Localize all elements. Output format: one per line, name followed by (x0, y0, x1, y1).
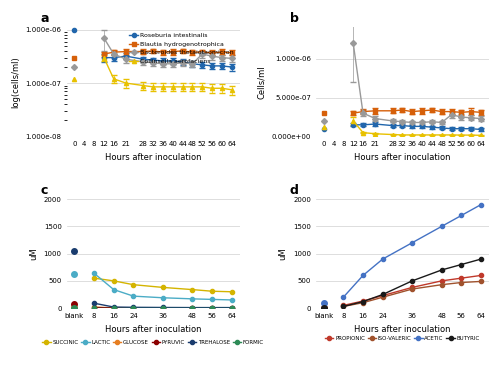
X-axis label: Hours after inoculation: Hours after inoculation (354, 324, 450, 334)
GLUCOSE (91, 305, 97, 309)
LACTIC (91, 271, 97, 276)
PYRUVIC (160, 306, 166, 310)
FORMIC (228, 306, 234, 310)
PYRUVIC (130, 306, 136, 310)
Line: ACETIC: ACETIC (342, 203, 483, 299)
ACETIC (380, 257, 386, 261)
TREHALOSE (228, 306, 234, 310)
Line: FORMIC: FORMIC (92, 306, 234, 310)
Y-axis label: uM: uM (278, 247, 287, 260)
PYRUVIC (228, 306, 234, 310)
ISO-VALERIC (409, 287, 415, 291)
Y-axis label: log(cells/ml): log(cells/ml) (11, 56, 20, 108)
GLUCOSE (209, 306, 215, 310)
ACETIC (478, 202, 484, 207)
X-axis label: Hours after inoculation: Hours after inoculation (105, 324, 202, 334)
ISO-VALERIC (478, 279, 484, 284)
ISO-VALERIC (360, 300, 366, 305)
GLUCOSE (228, 306, 234, 310)
PROPIONIC (360, 299, 366, 303)
Line: PYRUVIC: PYRUVIC (92, 306, 234, 310)
TREHALOSE (130, 305, 136, 310)
SUCCINIC (130, 283, 136, 287)
PYRUVIC (91, 306, 97, 310)
Text: a: a (40, 12, 49, 25)
GLUCOSE (160, 306, 166, 310)
TREHALOSE (110, 305, 116, 309)
FORMIC (130, 306, 136, 310)
GLUCOSE (110, 306, 116, 310)
FORMIC (110, 306, 116, 310)
Y-axis label: uM: uM (29, 247, 38, 260)
SUCCINIC (190, 287, 196, 292)
SUCCINIC (228, 289, 234, 294)
BUTYRIC (409, 279, 415, 283)
PYRUVIC (110, 306, 116, 310)
Text: b: b (290, 12, 298, 25)
ISO-VALERIC (380, 295, 386, 299)
SUCCINIC (110, 279, 116, 283)
BUTYRIC (438, 268, 444, 272)
Line: LACTIC: LACTIC (92, 271, 234, 302)
PROPIONIC (458, 276, 464, 280)
ISO-VALERIC (458, 280, 464, 285)
TREHALOSE (190, 306, 196, 310)
TREHALOSE (91, 301, 97, 306)
PROPIONIC (478, 273, 484, 278)
ACETIC (360, 273, 366, 278)
FORMIC (209, 306, 215, 310)
Line: SUCCINIC: SUCCINIC (92, 276, 234, 294)
LACTIC (190, 297, 196, 301)
ACETIC (340, 295, 346, 299)
Line: PROPIONIC: PROPIONIC (342, 273, 483, 307)
ACETIC (438, 224, 444, 228)
BUTYRIC (380, 292, 386, 297)
SUCCINIC (160, 285, 166, 289)
BUTYRIC (458, 262, 464, 267)
LACTIC (209, 297, 215, 301)
Legend: PROPIONIC, ISO-VALERIC, ACETIC, BUTYRIC: PROPIONIC, ISO-VALERIC, ACETIC, BUTYRIC (323, 334, 482, 343)
PROPIONIC (380, 293, 386, 298)
FORMIC (160, 306, 166, 310)
Text: d: d (290, 184, 298, 197)
PYRUVIC (209, 306, 215, 310)
TREHALOSE (160, 305, 166, 310)
Legend: SUCCINIC, LACTIC, GLUCOSE, PYRUVIC, TREHALOSE, FORMIC: SUCCINIC, LACTIC, GLUCOSE, PYRUVIC, TREH… (40, 337, 266, 347)
Line: TREHALOSE: TREHALOSE (92, 301, 234, 310)
FORMIC (190, 306, 196, 310)
X-axis label: Hours after inoculation: Hours after inoculation (105, 153, 202, 162)
PYRUVIC (190, 306, 196, 310)
GLUCOSE (130, 306, 136, 310)
Y-axis label: Cells/ml: Cells/ml (257, 65, 266, 99)
Line: ISO-VALERIC: ISO-VALERIC (342, 279, 483, 308)
ACETIC (409, 241, 415, 245)
PROPIONIC (409, 285, 415, 289)
LACTIC (130, 294, 136, 298)
ACETIC (458, 213, 464, 218)
LACTIC (110, 287, 116, 292)
SUCCINIC (209, 289, 215, 293)
Legend: Roseburia intestinalis, Blautia hydrogenotrophica, Bacteroides thetaiotaomicron,: Roseburia intestinalis, Blautia hydrogen… (126, 31, 236, 66)
ISO-VALERIC (340, 304, 346, 309)
LACTIC (228, 298, 234, 302)
BUTYRIC (340, 304, 346, 309)
GLUCOSE (190, 306, 196, 310)
LACTIC (160, 296, 166, 300)
FORMIC (91, 306, 97, 310)
Line: BUTYRIC: BUTYRIC (342, 257, 483, 308)
BUTYRIC (478, 257, 484, 261)
SUCCINIC (91, 276, 97, 280)
Text: c: c (40, 184, 48, 197)
BUTYRIC (360, 299, 366, 304)
PROPIONIC (340, 303, 346, 308)
PROPIONIC (438, 279, 444, 283)
X-axis label: Hours after inoculation: Hours after inoculation (354, 153, 450, 162)
TREHALOSE (209, 306, 215, 310)
ISO-VALERIC (438, 283, 444, 287)
Line: GLUCOSE: GLUCOSE (92, 305, 234, 310)
